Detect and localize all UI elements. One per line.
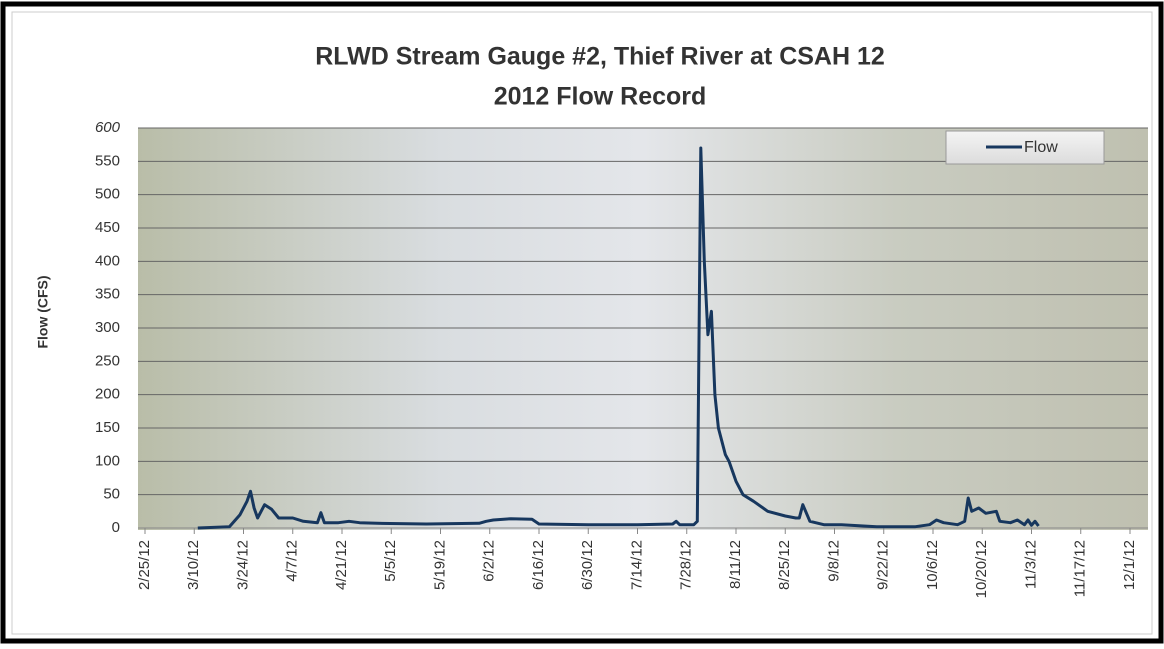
y-tick-label: 200 — [95, 386, 120, 403]
x-tick-label: 3/10/12 — [185, 540, 202, 590]
y-tick-label: 150 — [95, 419, 120, 436]
x-tick-label: 7/14/12 — [628, 540, 645, 590]
chart-subtitle: 2012 Flow Record — [494, 83, 707, 111]
y-tick-label: 400 — [95, 252, 120, 269]
x-tick-label: 8/11/12 — [727, 540, 744, 589]
y-tick-label: 0 — [112, 519, 120, 536]
x-tick-label: 9/8/12 — [825, 540, 842, 582]
x-tick-label: 11/17/12 — [1072, 540, 1089, 597]
x-tick-label: 9/22/12 — [875, 540, 892, 590]
y-tick-label: 250 — [95, 352, 120, 369]
x-tick-label: 11/3/12 — [1022, 540, 1039, 589]
x-tick-label: 5/5/12 — [382, 540, 399, 582]
y-axis-label: Flow (CFS) — [35, 275, 51, 348]
x-tick-label: 6/30/12 — [579, 540, 596, 590]
x-tick-label: 10/6/12 — [924, 540, 941, 590]
legend-box — [945, 130, 1105, 165]
y-tick-label: 50 — [103, 486, 120, 503]
legend-label: Flow — [1024, 139, 1058, 156]
x-tick-label: 3/24/12 — [234, 540, 251, 590]
x-tick-label: 10/20/12 — [973, 540, 990, 598]
x-tick-label: 2/25/12 — [136, 540, 153, 590]
chart-title: RLWD Stream Gauge #2, Thief River at CSA… — [315, 43, 885, 71]
y-tick-label: 350 — [95, 286, 120, 303]
x-tick-label: 12/1/12 — [1121, 540, 1138, 590]
x-tick-label: 6/16/12 — [530, 540, 547, 590]
y-tick-label: 500 — [95, 186, 120, 203]
y-tick-label: 100 — [95, 452, 120, 469]
y-tick-label: 300 — [95, 319, 120, 336]
x-tick-label: 4/7/12 — [284, 540, 301, 582]
x-tick-label: 7/28/12 — [678, 540, 695, 590]
x-tick-label: 4/21/12 — [333, 540, 350, 590]
x-tick-label: 8/25/12 — [776, 540, 793, 590]
y-tick-label: 600 — [95, 119, 121, 136]
plot-background — [138, 128, 1148, 530]
x-tick-label: 6/2/12 — [481, 540, 498, 582]
chart-border — [11, 11, 1153, 635]
legend: Flow — [945, 130, 1105, 165]
flow-line — [197, 146, 1040, 530]
x-tick-label: 5/19/12 — [431, 540, 448, 590]
y-tick-label: 450 — [95, 219, 120, 236]
y-tick-label: 550 — [95, 152, 120, 169]
